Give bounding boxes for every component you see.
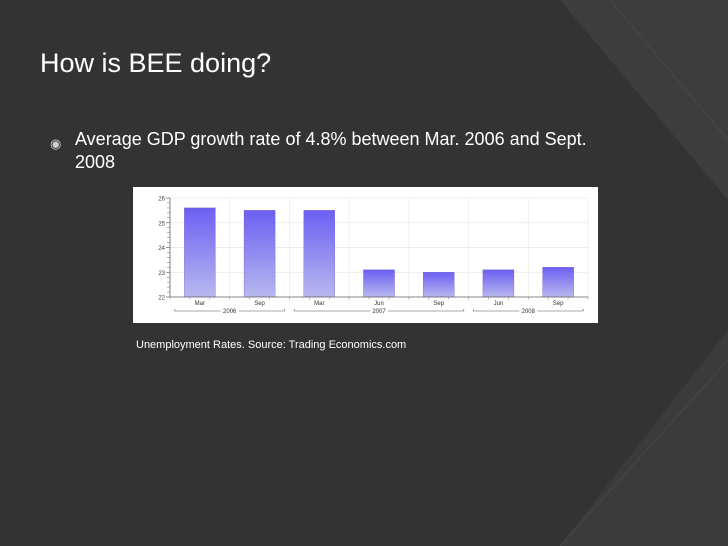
y-tick-label: 26 [158, 197, 165, 203]
bar [542, 267, 574, 298]
y-tick-label: 22 [158, 296, 165, 302]
bar [363, 269, 395, 298]
chart-svg: 22 23 24 25 26 Mar Sep Mar Jun Sep Jun Sep 2006 2007 2… [158, 197, 589, 315]
x-tick-label: Sep [553, 301, 564, 307]
bar [482, 269, 515, 298]
y-tick-label: 23 [158, 271, 165, 277]
slide-title: How is BEE doing? [40, 48, 272, 78]
x-tick-label: Jun [494, 301, 504, 307]
background-shape-bottom-right [560, 330, 728, 546]
bullet-icon: ◉ [50, 136, 62, 151]
y-tick-label: 24 [158, 246, 165, 252]
x-tick-label: Sep [433, 301, 444, 307]
group-label: 2007 [372, 309, 386, 315]
bar [303, 210, 335, 298]
bar [184, 207, 216, 298]
x-tick-label: Mar [314, 301, 324, 307]
background-line [609, 0, 728, 141]
y-tick-label: 25 [158, 221, 165, 227]
bar [243, 210, 276, 298]
chart-caption: Unemployment Rates. Source: Trading Econ… [136, 339, 407, 351]
group-label: 2006 [223, 309, 237, 315]
unemployment-chart: 22 23 24 25 26 Mar Sep Mar Jun Sep Jun Sep 2006 2007 2… [133, 187, 598, 323]
bullet-text: Average GDP growth rate of 4.8% between … [75, 129, 587, 172]
x-tick-label: Jun [374, 301, 384, 307]
bar [423, 272, 455, 298]
background-shape-top-right [560, 0, 728, 200]
background-line [559, 359, 728, 546]
x-tick-label: Mar [195, 301, 205, 307]
group-label: 2008 [522, 309, 536, 315]
x-tick-label: Sep [254, 301, 265, 307]
